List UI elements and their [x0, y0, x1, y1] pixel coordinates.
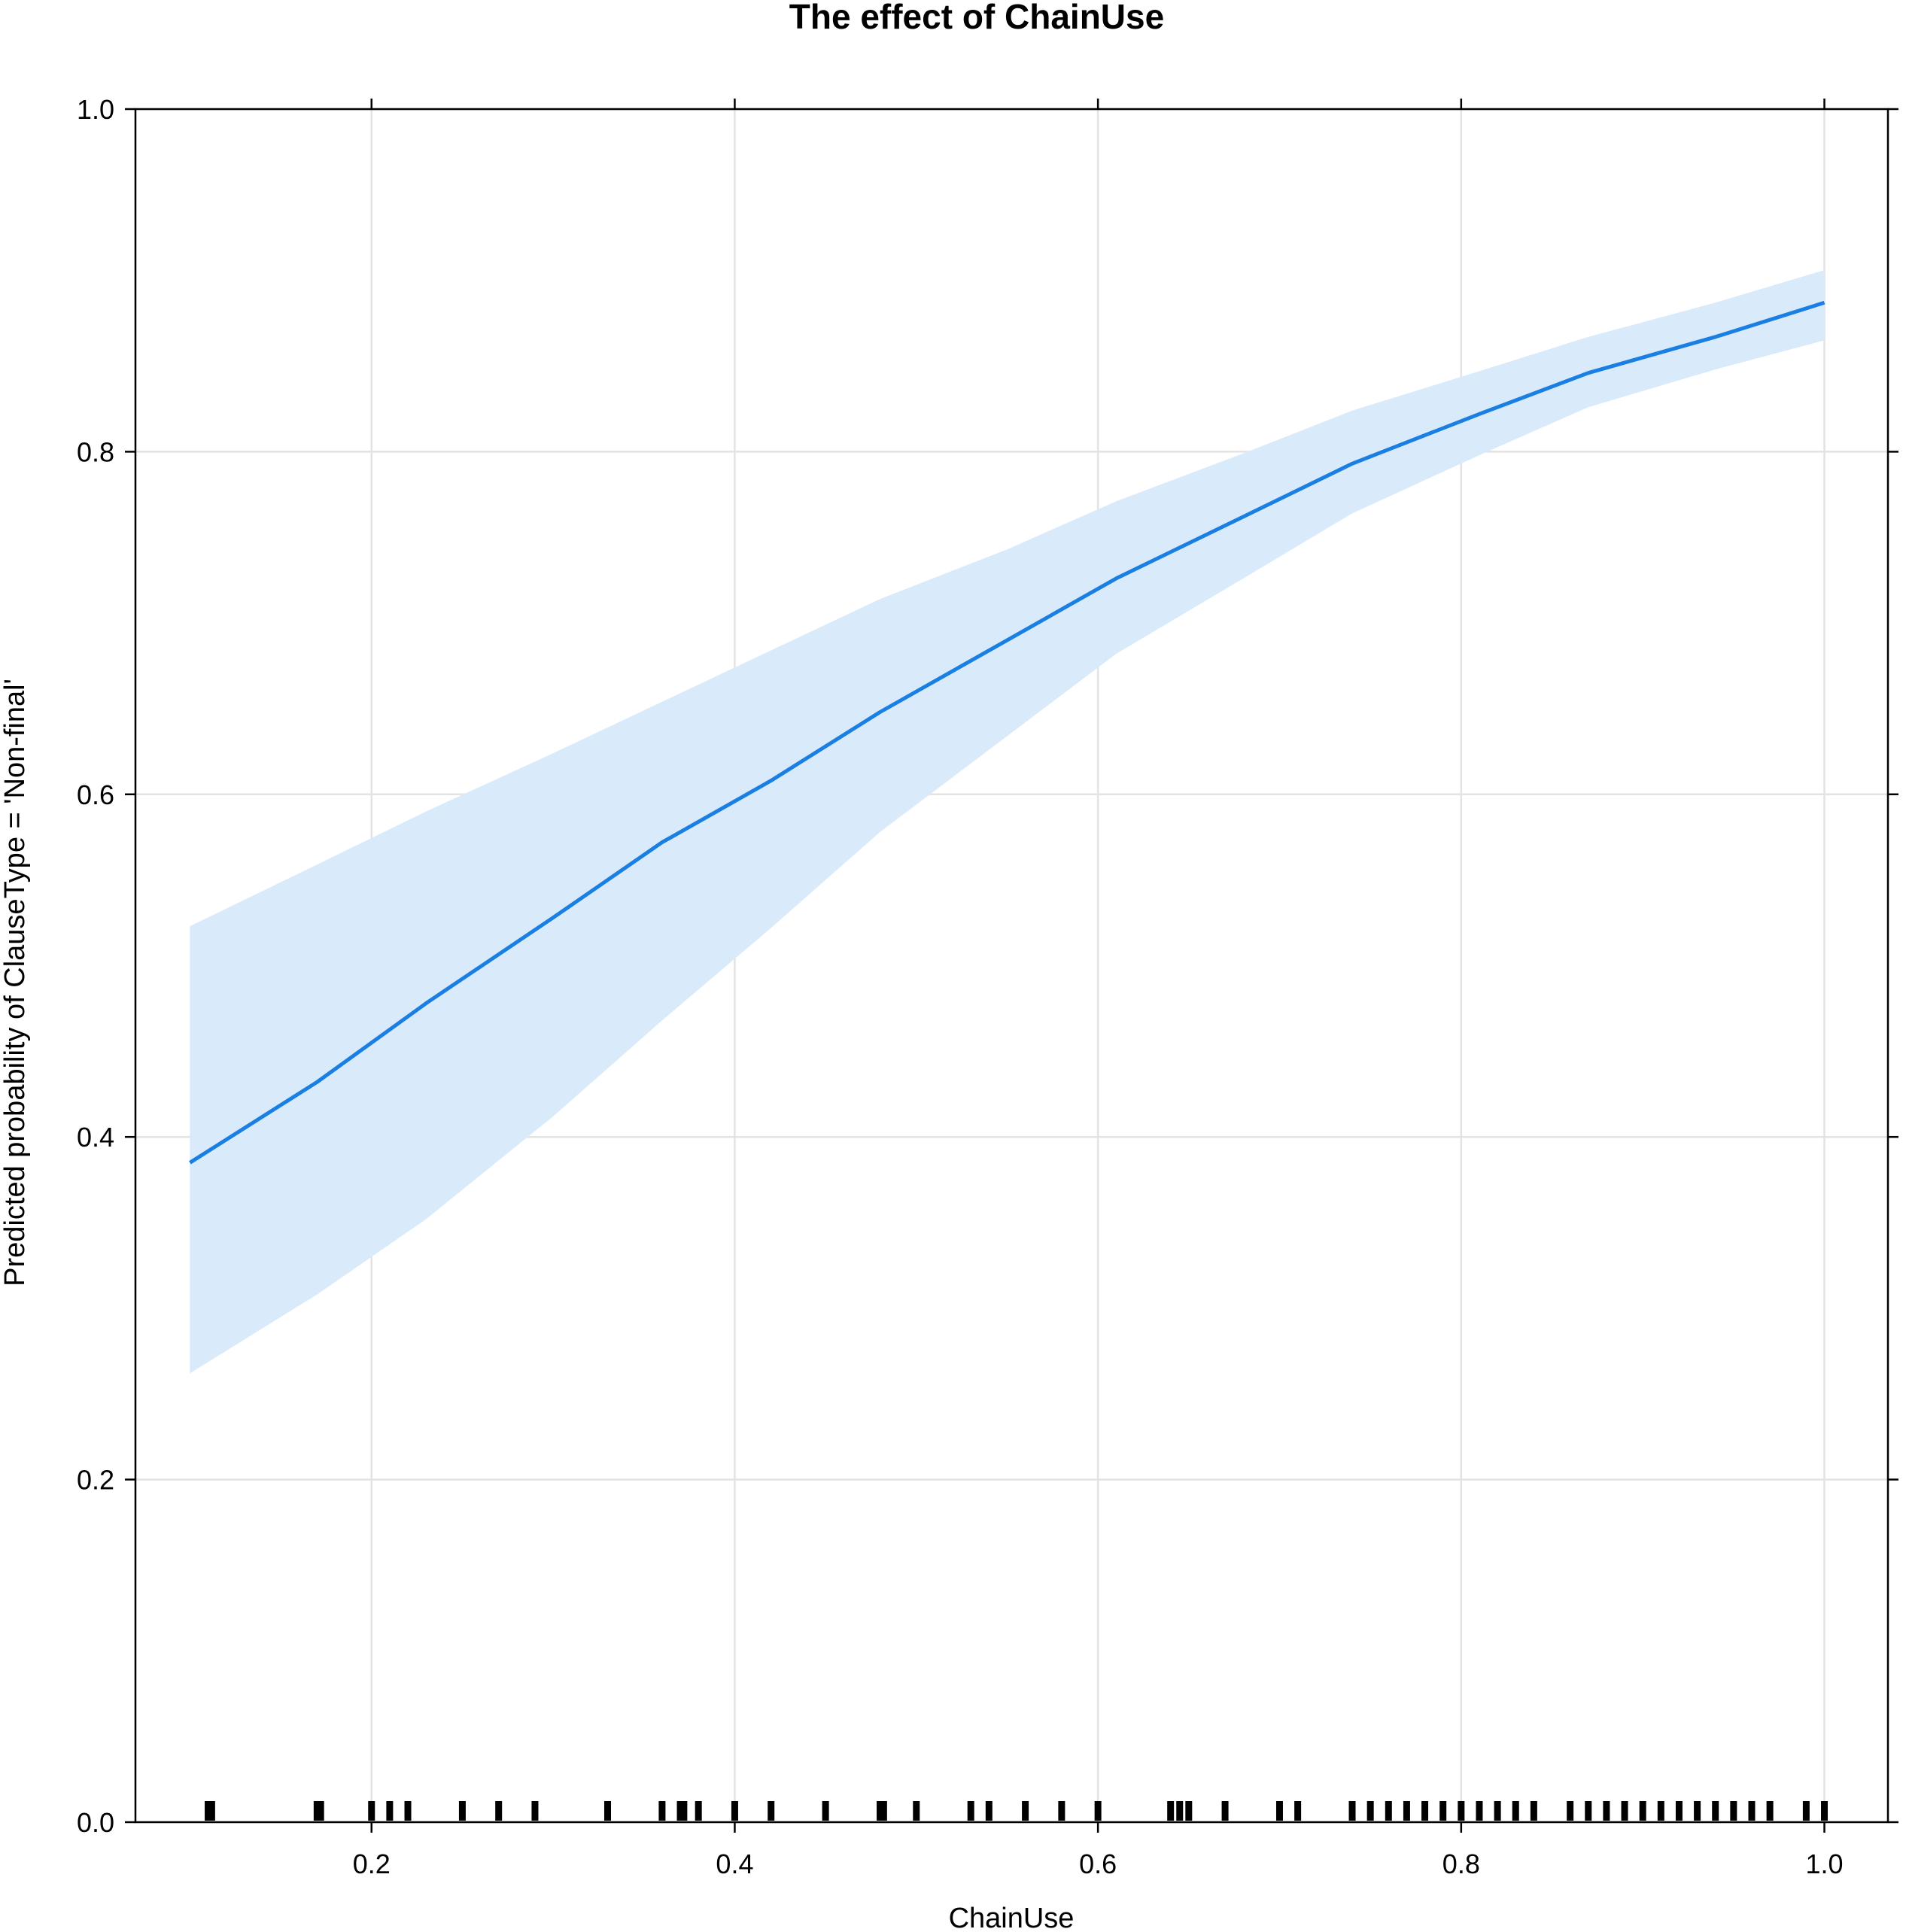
y-tick-label: 0.2 — [77, 1465, 114, 1496]
x-tick-label: 0.4 — [716, 1848, 753, 1879]
x-tick-label: 0.8 — [1442, 1848, 1480, 1879]
fit-line — [189, 300, 1825, 1165]
confidence-band-layer — [190, 270, 1825, 1374]
y-tick-label: 0.6 — [77, 779, 114, 810]
y-tick-label: 0.4 — [77, 1122, 114, 1153]
x-axis-label: ChainUse — [949, 1903, 1075, 1932]
x-tick-label: 0.6 — [1079, 1848, 1117, 1879]
plot-frame — [134, 108, 1889, 1824]
axis-ticks: 0.2 0.4 0.6 0.8 1.0 0.0 0.2 0.4 0.6 0.8 1.0 — [77, 94, 1898, 1879]
y-tick-label: 1.0 — [77, 94, 114, 125]
chart-title: The effect of ChainUse — [789, 0, 1164, 36]
y-axis-label: Predicted probability of ClauseType = 'N… — [0, 679, 31, 1286]
rug-marks — [205, 1801, 1828, 1821]
x-tick-label: 1.0 — [1806, 1848, 1844, 1879]
x-tick-label: 0.2 — [353, 1848, 391, 1879]
y-tick-label: 0.0 — [77, 1807, 114, 1838]
fit-line-layer — [189, 300, 1825, 1165]
y-tick-label: 0.8 — [77, 436, 114, 467]
confidence-band — [190, 270, 1825, 1374]
